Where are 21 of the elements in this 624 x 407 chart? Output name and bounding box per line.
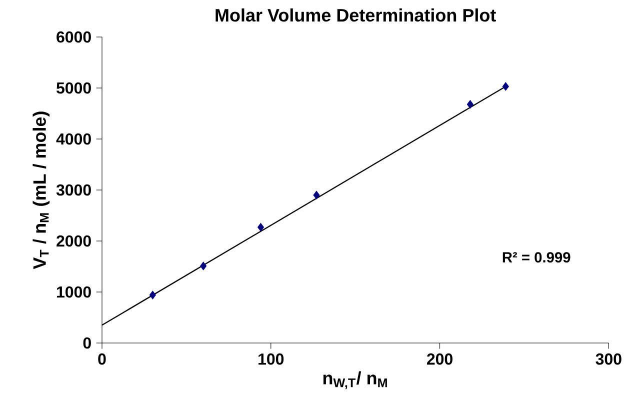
annotation: R² = 0.999	[502, 252, 570, 263]
point	[257, 222, 264, 232]
point	[149, 290, 156, 300]
y-tick-label: 1000	[57, 286, 91, 298]
y-tick-label: 3000	[56, 184, 91, 196]
x-axis-title: n$_{W,T}$/ n$_{M}$	[323, 371, 387, 390]
x-tick-label: 0	[98, 353, 106, 365]
point	[313, 190, 320, 200]
x-tick-label: 100	[258, 353, 284, 365]
y-tick-label: 4000	[56, 133, 91, 145]
x-tick-label: 300	[596, 353, 622, 365]
y-axis-title: V$_{T}$ / n$_{M}$ (mL / mole)	[32, 112, 50, 270]
y-tick-label: 5000	[56, 82, 91, 94]
y-tick-label: 6000	[56, 31, 91, 43]
point	[200, 262, 207, 270]
point	[466, 100, 474, 109]
y-tick-label: 2000	[56, 235, 91, 247]
x-tick-label: 200	[427, 353, 452, 365]
chart-title: Molar Volume Determination Plot	[216, 8, 496, 22]
y-tick-label: 0	[83, 337, 91, 349]
point	[502, 82, 509, 91]
